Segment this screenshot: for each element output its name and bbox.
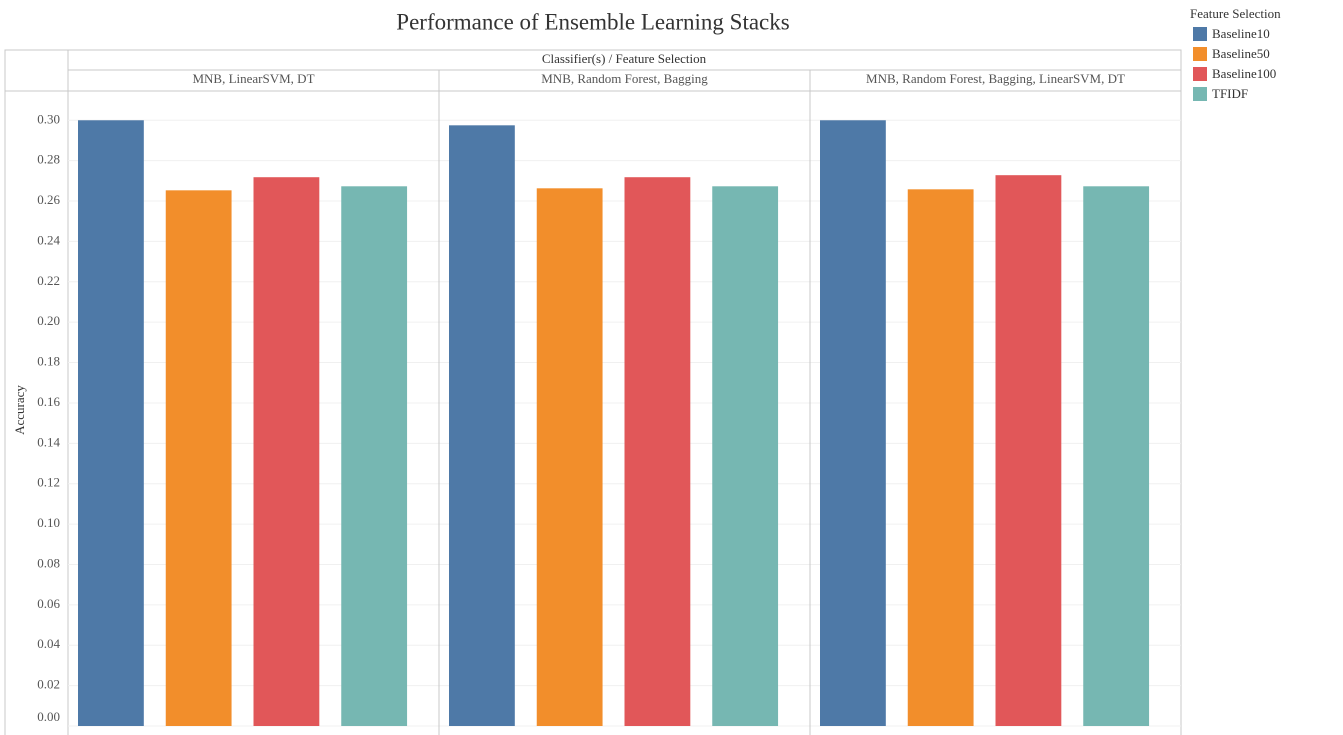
legend-swatch: [1193, 87, 1207, 101]
bar: [253, 177, 320, 727]
bar: [449, 125, 515, 726]
y-tick-label: 0.28: [37, 152, 60, 167]
bar: [341, 186, 408, 726]
bar: [907, 189, 974, 726]
y-tick-label: 0.20: [37, 313, 60, 328]
legend-swatch: [1193, 67, 1207, 81]
y-tick-label: 0.24: [37, 232, 60, 247]
y-tick-label: 0.08: [37, 555, 60, 570]
y-tick-label: 0.22: [37, 273, 60, 288]
bar: [712, 186, 779, 726]
bar: [995, 175, 1062, 726]
y-tick-label: 0.30: [37, 111, 60, 126]
y-tick-label: 0.10: [37, 515, 60, 530]
legend-swatch: [1193, 27, 1207, 41]
legend-label: TFIDF: [1212, 86, 1248, 101]
bar: [624, 177, 691, 727]
bar: [820, 120, 886, 726]
y-tick-label: 0.14: [37, 434, 60, 449]
legend-swatch: [1193, 47, 1207, 61]
chart-title: Performance of Ensemble Learning Stacks: [396, 9, 789, 34]
pane-label: MNB, Random Forest, Bagging, LinearSVM, …: [866, 71, 1125, 86]
pane-label: MNB, LinearSVM, DT: [192, 71, 314, 86]
bar: [536, 188, 603, 726]
y-tick-label: 0.02: [37, 677, 60, 692]
y-tick-label: 0.06: [37, 596, 60, 611]
legend-title: Feature Selection: [1190, 6, 1281, 21]
y-tick-label: 0.26: [37, 192, 60, 207]
pane-label: MNB, Random Forest, Bagging: [541, 71, 708, 86]
header: Classifier(s) / Feature Selection: [542, 51, 707, 66]
y-tick-label: 0.00: [37, 709, 60, 724]
y-tick-label: 0.04: [37, 636, 60, 651]
y-tick-label: 0.16: [37, 394, 60, 409]
legend-label: Baseline100: [1212, 66, 1276, 81]
bar: [165, 190, 232, 726]
y-axis-label: Accuracy: [12, 385, 27, 435]
chart-frame: [4, 49, 1182, 735]
bar: [1083, 186, 1150, 726]
bar: [78, 120, 144, 726]
y-tick-label: 0.12: [37, 475, 60, 490]
legend-label: Baseline50: [1212, 46, 1270, 61]
y-tick-label: 0.18: [37, 354, 60, 369]
legend-label: Baseline10: [1212, 26, 1270, 41]
